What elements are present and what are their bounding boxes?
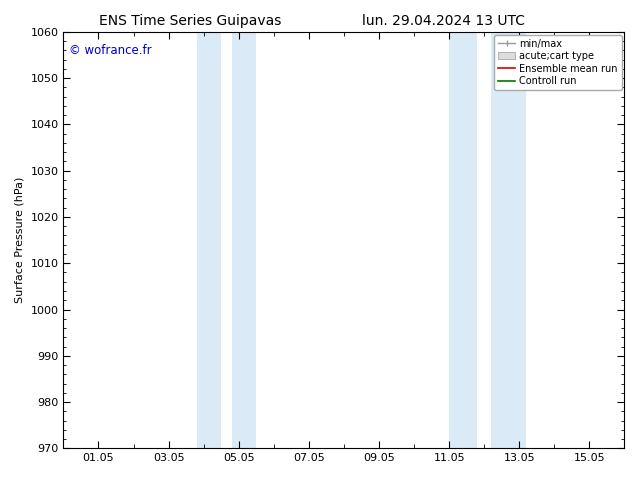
Y-axis label: Surface Pressure (hPa): Surface Pressure (hPa) <box>15 177 25 303</box>
Legend: min/max, acute;cart type, Ensemble mean run, Controll run: min/max, acute;cart type, Ensemble mean … <box>494 35 621 90</box>
Bar <box>232 32 256 448</box>
Bar <box>449 32 477 448</box>
Text: lun. 29.04.2024 13 UTC: lun. 29.04.2024 13 UTC <box>362 14 526 28</box>
Bar <box>491 32 526 448</box>
Bar <box>197 32 221 448</box>
Text: ENS Time Series Guipavas: ENS Time Series Guipavas <box>99 14 281 28</box>
Text: © wofrance.fr: © wofrance.fr <box>69 44 152 57</box>
